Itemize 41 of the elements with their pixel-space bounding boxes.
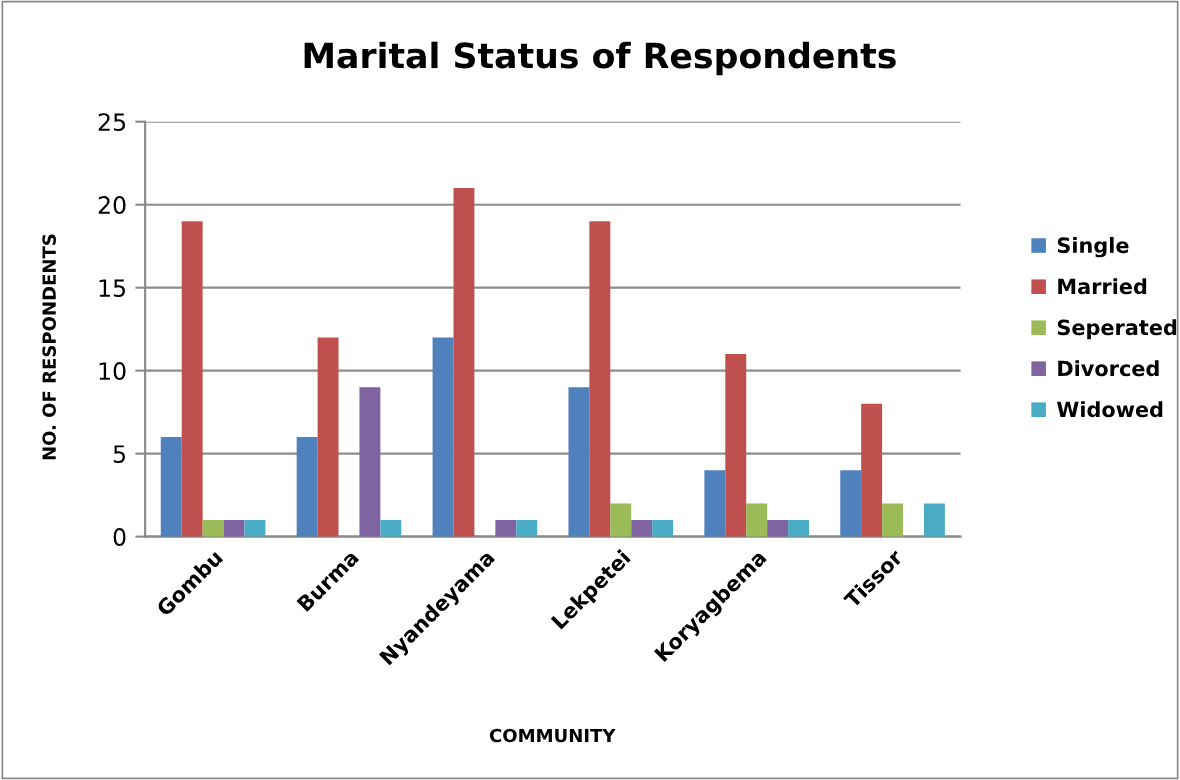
bar [516,520,538,537]
bar [223,520,245,537]
bar [652,520,674,537]
bar [882,503,904,537]
bar [432,337,454,537]
bar [746,503,768,537]
bar [589,221,611,537]
bar [767,520,789,537]
bar [495,520,517,537]
bar [181,221,203,537]
bar [788,520,809,537]
bar [923,503,945,537]
bar [317,337,339,537]
bar [160,437,182,537]
y-tick-label: 15 [99,279,126,297]
bar [453,188,475,537]
bar [610,503,632,537]
bar [725,354,747,537]
legend-label: Widowed [1056,401,1163,418]
bar [202,520,224,537]
bar [861,403,883,537]
bar [380,520,402,537]
legend-label: Married [1058,278,1147,295]
bar [568,387,590,537]
legend-label: Seperated [1057,319,1177,340]
y-tick-label: 5 [113,445,126,463]
legend-label: Divorced [1058,360,1159,377]
y-tick-label: 10 [99,362,126,380]
legend-label: Single [1057,237,1129,258]
bar [704,470,726,537]
chart-title: Marital Status of Respondents [304,41,896,76]
bar [296,437,318,537]
y-tick-label: 20 [98,196,126,214]
bar [631,520,653,537]
y-axis-title: NO. OF RESPONDENTS [42,234,56,460]
bar [840,470,862,537]
bar [244,520,266,537]
x-axis-title: COMMUNITY [489,728,616,743]
y-tick-label: 0 [113,528,126,546]
bar [359,387,381,537]
y-tick-label: 25 [98,113,126,131]
